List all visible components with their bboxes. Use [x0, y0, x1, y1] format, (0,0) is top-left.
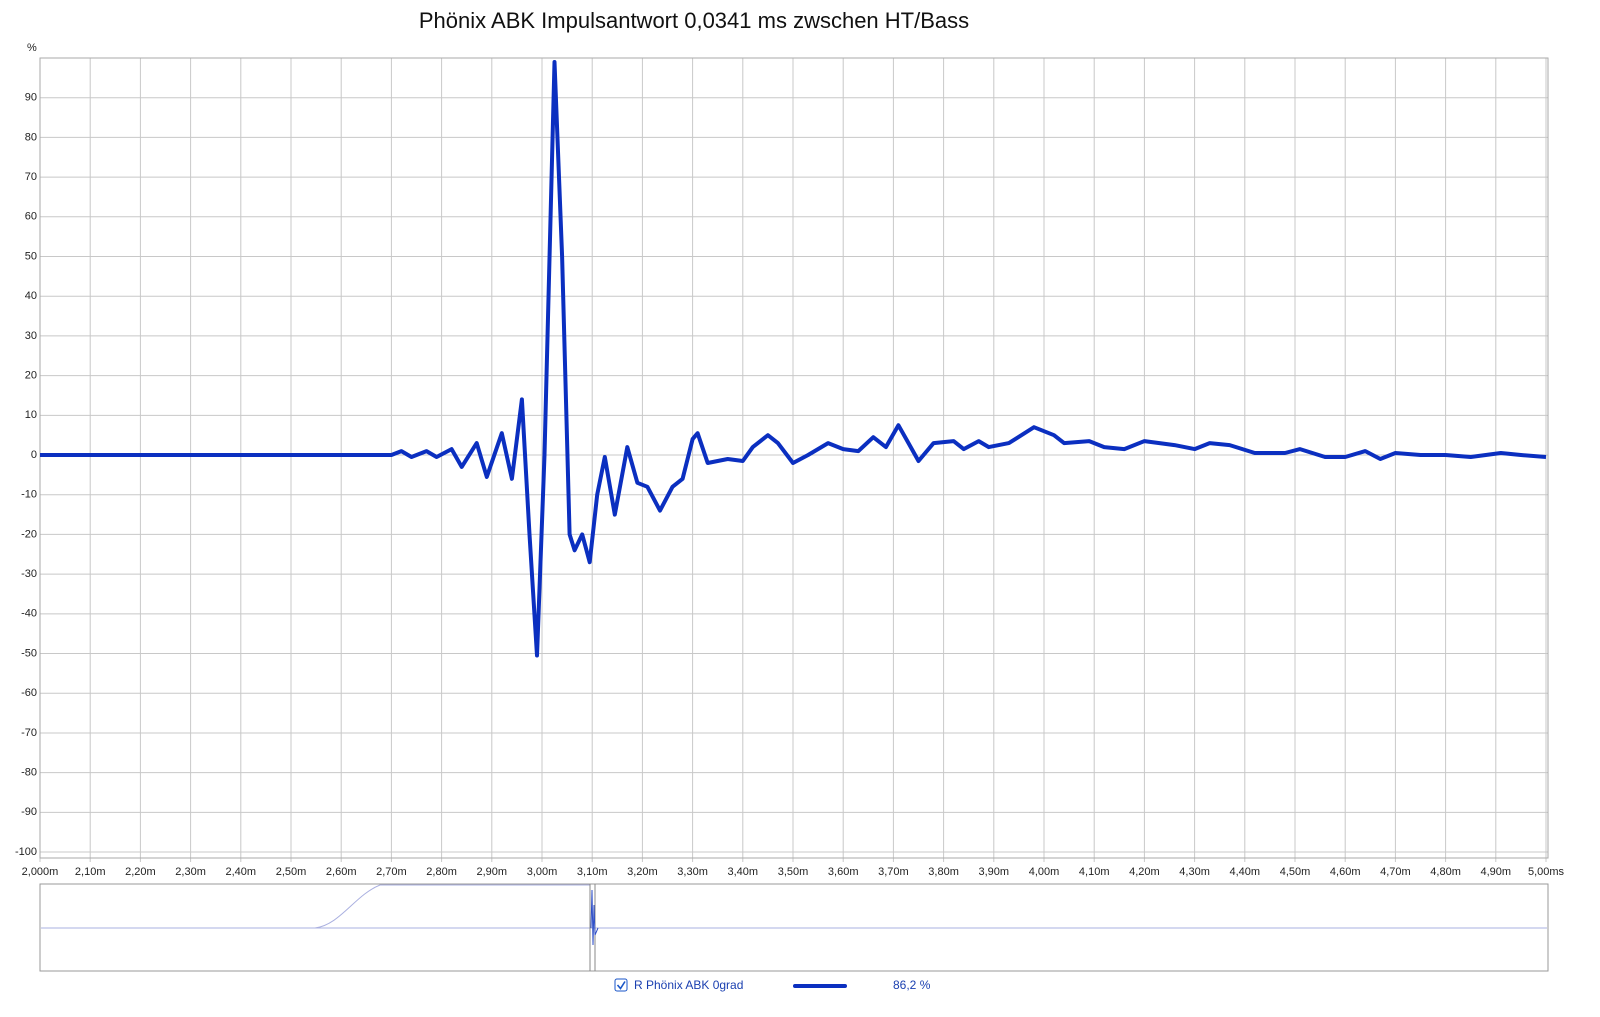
- x-tick-label: 4,00m: [1029, 866, 1060, 878]
- series-line: [40, 60, 1547, 658]
- x-tick-label: 4,90m: [1481, 866, 1512, 878]
- x-tick-label: 2,10m: [75, 866, 106, 878]
- x-tick-label: 2,90m: [477, 866, 508, 878]
- x-tick-label: 2,20m: [125, 866, 156, 878]
- x-tick-label: 5,00ms: [1528, 866, 1565, 878]
- y-tick-label: -70: [21, 727, 37, 739]
- y-tick-label: 30: [25, 330, 37, 342]
- x-tick-label: 2,000m: [22, 866, 59, 878]
- x-tick-label: 4,80m: [1430, 866, 1461, 878]
- y-tick-label: 70: [25, 171, 37, 183]
- x-tick-label: 4,10m: [1079, 866, 1110, 878]
- x-tick-label: 3,70m: [878, 866, 909, 878]
- x-tick-label: 3,10m: [577, 866, 608, 878]
- x-tick-label: 4,30m: [1179, 866, 1210, 878]
- y-tick-label: -100: [15, 846, 37, 858]
- y-tick-label: 40: [25, 290, 37, 302]
- y-tick-label: 80: [25, 131, 37, 143]
- legend-label: R Phönix ABK 0grad: [634, 978, 743, 992]
- y-tick-label: -30: [21, 568, 37, 580]
- x-tick-label: 2,40m: [226, 866, 257, 878]
- legend: R Phönix ABK 0grad 86,2 %: [614, 978, 931, 992]
- x-tick-label: 3,50m: [778, 866, 809, 878]
- y-tick-label: 20: [25, 370, 37, 382]
- x-tick-label: 2,70m: [376, 866, 407, 878]
- y-axis-label: %: [27, 42, 37, 54]
- x-tick-label: 2,30m: [175, 866, 206, 878]
- y-tick-label: 10: [25, 409, 37, 421]
- x-tick-label: 4,40m: [1230, 866, 1261, 878]
- x-tick-label: 3,20m: [627, 866, 658, 878]
- x-tick-label: 4,50m: [1280, 866, 1311, 878]
- y-tick-label: -20: [21, 528, 37, 540]
- x-tick-label: 3,80m: [928, 866, 959, 878]
- y-tick-label: 60: [25, 211, 37, 223]
- x-tick-label: 2,80m: [426, 866, 457, 878]
- y-tick-label: -60: [21, 687, 37, 699]
- x-tick-label: 3,30m: [677, 866, 708, 878]
- y-tick-label: -10: [21, 489, 37, 501]
- y-tick-label: 90: [25, 92, 37, 104]
- x-tick-label: 2,50m: [276, 866, 307, 878]
- x-tick-label: 3,60m: [828, 866, 859, 878]
- x-tick-label: 3,90m: [979, 866, 1010, 878]
- x-tick-label: 4,60m: [1330, 866, 1361, 878]
- overview-window: [314, 884, 590, 929]
- legend-level: 86,2 %: [893, 978, 931, 992]
- x-tick-label: 3,40m: [728, 866, 759, 878]
- y-tick-label: -80: [21, 767, 37, 779]
- plot-frame: [39, 57, 1549, 859]
- y-tick-label: 0: [31, 449, 37, 461]
- y-tick-label: -50: [21, 647, 37, 659]
- x-tick-label: 2,60m: [326, 866, 357, 878]
- grid: [39, 58, 1548, 862]
- overview: [39, 883, 1549, 972]
- y-tick-label: 50: [25, 250, 37, 262]
- y-tick-label: -40: [21, 608, 37, 620]
- x-tick-label: 4,70m: [1380, 866, 1411, 878]
- x-tick-label: 3,00m: [527, 866, 558, 878]
- y-tick-label: -90: [21, 806, 37, 818]
- chart-title: Phönix ABK Impulsantwort 0,0341 ms zwsch…: [419, 8, 969, 33]
- x-tick-label: 4,20m: [1129, 866, 1160, 878]
- legend-check: [616, 981, 626, 990]
- overview-impulse: [590, 889, 599, 946]
